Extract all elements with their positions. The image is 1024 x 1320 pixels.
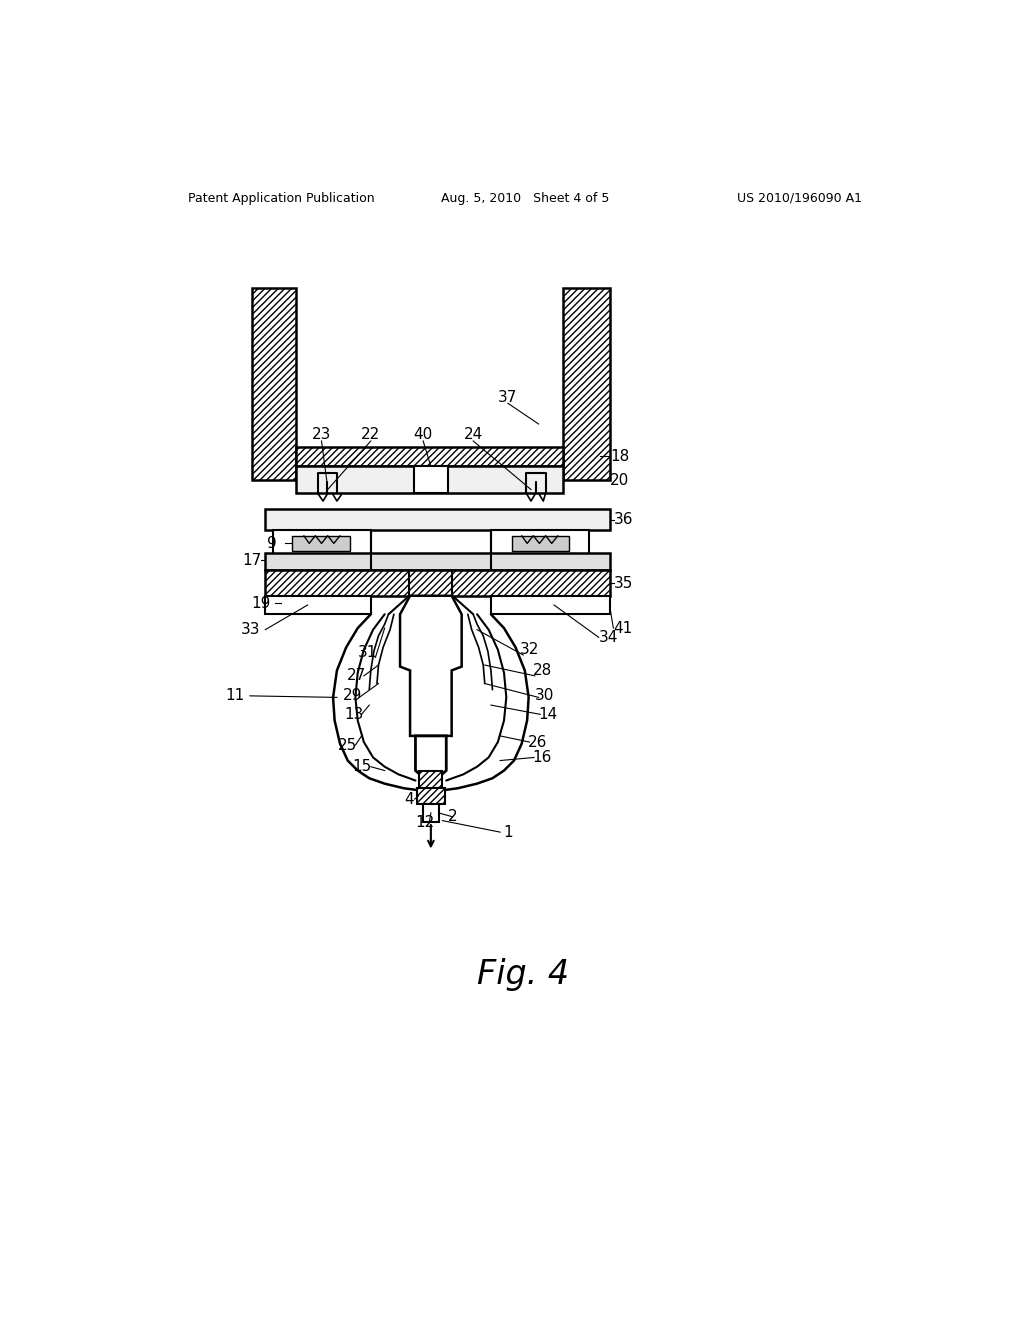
Polygon shape [252,288,296,480]
Text: 35: 35 [614,576,634,591]
Polygon shape [416,737,446,780]
Polygon shape [265,508,609,531]
Text: 13: 13 [344,706,364,722]
Text: 40: 40 [414,426,433,442]
Text: 18: 18 [610,449,630,463]
Text: Aug. 5, 2010   Sheet 4 of 5: Aug. 5, 2010 Sheet 4 of 5 [440,191,609,205]
Text: 15: 15 [352,759,371,775]
Polygon shape [296,466,563,494]
Text: 23: 23 [312,426,331,442]
Text: 25: 25 [338,738,357,752]
Text: 11: 11 [225,688,245,704]
Text: 29: 29 [343,688,362,704]
Text: 27: 27 [346,668,366,684]
Polygon shape [423,804,438,822]
Text: 12: 12 [415,814,434,830]
Text: 31: 31 [358,645,378,660]
Polygon shape [296,447,563,466]
Text: US 2010/196090 A1: US 2010/196090 A1 [737,191,862,205]
Polygon shape [273,531,371,569]
Text: 36: 36 [614,512,634,527]
Polygon shape [417,788,444,804]
Polygon shape [490,531,589,569]
Text: 4: 4 [404,792,414,807]
Polygon shape [400,595,462,737]
Text: 19: 19 [251,595,270,611]
Text: 14: 14 [539,706,557,722]
Polygon shape [490,595,609,614]
Polygon shape [265,553,609,570]
Text: 26: 26 [527,734,547,750]
Text: 34: 34 [599,630,618,645]
Text: Fig. 4: Fig. 4 [477,958,569,991]
Text: 33: 33 [241,622,260,638]
Text: 32: 32 [520,642,539,657]
Text: 1: 1 [503,825,513,840]
Text: 41: 41 [613,620,633,636]
Polygon shape [512,536,569,552]
Polygon shape [563,288,609,480]
Text: 28: 28 [532,663,552,678]
Text: 20: 20 [610,473,630,488]
Text: 9: 9 [267,536,276,550]
Text: 17: 17 [243,553,261,568]
Polygon shape [265,570,609,595]
Text: Patent Application Publication: Patent Application Publication [188,191,375,205]
Polygon shape [265,595,371,614]
Polygon shape [292,536,350,552]
Text: 16: 16 [532,750,552,766]
Polygon shape [419,771,442,789]
Text: 2: 2 [447,809,458,824]
Text: 37: 37 [498,389,517,405]
Text: 24: 24 [464,426,483,442]
Text: 22: 22 [361,426,381,442]
Polygon shape [414,466,447,494]
Text: 30: 30 [536,688,555,704]
